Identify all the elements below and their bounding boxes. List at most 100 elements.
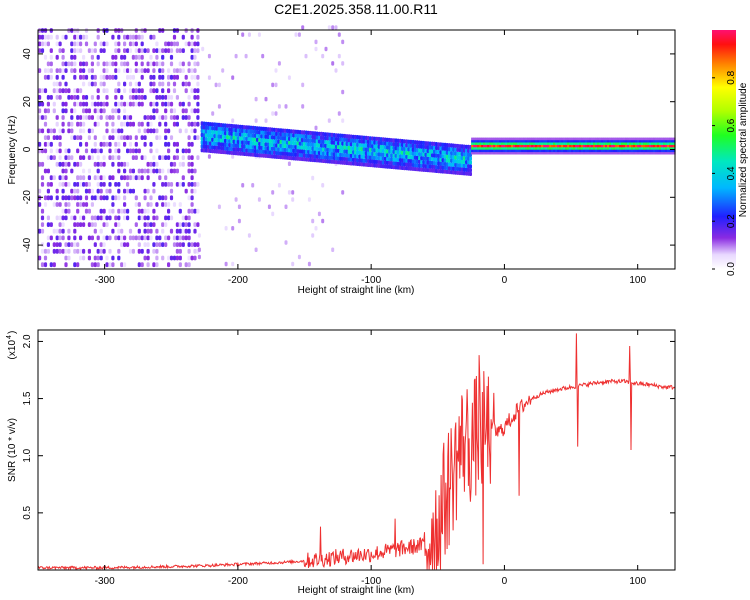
spectrogram-cell <box>236 147 240 152</box>
spectrogram-cell <box>108 182 112 187</box>
spectrogram-cell <box>287 75 291 80</box>
spectrogram-cell <box>102 161 106 167</box>
spectrogram-cell <box>437 142 441 147</box>
spectrogram-cell <box>375 163 379 168</box>
spectrogram-cell <box>294 133 298 138</box>
spectrogram-cell <box>234 53 238 59</box>
spectrogram-cell <box>134 81 138 87</box>
spectrogram-cell <box>433 153 436 158</box>
spectrogram-cell <box>330 136 334 141</box>
spectrogram-cell <box>591 142 594 145</box>
spectrogram-cell <box>328 151 332 156</box>
spectrogram-cell <box>358 142 362 148</box>
spectrogram-cell <box>551 147 554 150</box>
spectrogram-cell <box>214 82 218 88</box>
spectrogram-cell <box>58 182 62 187</box>
spectrogram-cell <box>84 182 89 187</box>
spectrogram-cell <box>152 101 156 107</box>
spectrogram-cell <box>515 151 518 155</box>
spectrogram-cell <box>473 142 476 145</box>
spectrogram-cell <box>313 146 317 151</box>
spectrogram-cell <box>247 233 251 238</box>
spectrogram-cell <box>386 153 389 158</box>
spectrogram-cell <box>337 141 340 146</box>
spectrogram-cell <box>277 135 281 140</box>
spectrogram-y-tick-label: -20 <box>22 190 33 205</box>
spectrogram-cell <box>322 151 325 156</box>
spectrogram-cell <box>394 142 398 147</box>
spectrogram-cell <box>52 262 56 268</box>
spectrogram-cell <box>591 144 594 148</box>
spectrogram-cell <box>663 139 666 143</box>
spectrogram-cell <box>224 138 227 143</box>
spectrogram-cell <box>298 152 302 158</box>
spectrogram-cell <box>493 149 496 153</box>
spectrogram-cell <box>313 158 317 163</box>
spectrogram-cell <box>200 140 204 145</box>
spectrogram-cell <box>445 162 449 167</box>
spectrogram-cell <box>471 137 474 141</box>
spectrogram-cell <box>669 149 672 153</box>
spectrogram-cell <box>583 149 586 153</box>
spectrogram-cell <box>515 149 518 153</box>
spectrogram-cell <box>76 161 80 167</box>
spectrogram-cell <box>262 149 266 154</box>
spectrogram-cell <box>405 154 409 159</box>
spectrogram-cell <box>82 128 86 134</box>
spectrogram-cell <box>673 149 676 153</box>
spectrogram-cell <box>547 151 550 155</box>
spectrogram-cell <box>465 148 468 153</box>
spectrogram-cell <box>651 151 654 155</box>
spectrogram-cell <box>49 222 53 227</box>
spectrogram-cell <box>309 146 313 151</box>
spectrogram-cell <box>234 197 238 202</box>
spectrogram-cell <box>99 255 103 261</box>
spectrogram-cell <box>311 233 315 238</box>
spectrogram-cell <box>302 134 306 139</box>
spectrogram-cell <box>541 151 544 155</box>
spectrogram-cell <box>123 135 127 140</box>
spectrogram-cell <box>143 215 147 221</box>
spectrogram-cell <box>354 142 357 147</box>
snr-y-tick-label: 1.5 <box>22 391 33 405</box>
spectrogram-cell <box>108 248 112 254</box>
spectrogram-cell <box>577 139 580 143</box>
spectrogram-y-tick-label: -40 <box>22 237 33 252</box>
spectrogram-cell <box>149 195 153 201</box>
spectrogram-cell <box>117 108 121 114</box>
spectrogram-cell <box>167 74 171 80</box>
spectrogram-cell <box>46 188 50 194</box>
spectrogram-cell <box>58 228 62 234</box>
spectrogram-cell <box>337 156 340 161</box>
spectrogram-cell <box>493 144 496 148</box>
spectrogram-cell <box>193 68 197 73</box>
spectrogram-cell <box>341 190 345 195</box>
spectrogram-cell <box>38 228 42 234</box>
spectrogram-cell <box>108 215 112 221</box>
spectrogram-cell <box>601 151 604 155</box>
spectrogram-cell <box>296 129 300 134</box>
spectrogram-cell <box>169 182 174 187</box>
spectrogram-cell <box>38 88 42 94</box>
spectrogram-cell <box>219 149 223 154</box>
spectrogram-cell <box>55 195 59 201</box>
spectrogram-cell <box>58 202 62 207</box>
spectrogram-cell <box>603 139 606 143</box>
spectrogram-cell <box>131 41 135 47</box>
spectrogram-cell <box>621 137 624 141</box>
spectrogram-cell <box>169 168 174 174</box>
spectrogram-cell <box>99 228 103 234</box>
spectrogram-cell <box>467 156 470 161</box>
spectrogram-cell <box>82 61 86 67</box>
spectrogram-cell <box>607 149 610 153</box>
spectrogram-cell <box>90 48 94 53</box>
spectrogram-cell <box>575 149 578 153</box>
spectrogram-cell <box>158 155 162 160</box>
spectrogram-cell <box>290 144 293 149</box>
spectrogram-cell <box>164 235 168 241</box>
spectrogram-cell <box>108 208 112 214</box>
spectrogram-cell <box>155 235 159 241</box>
spectrogram-cell <box>430 141 434 146</box>
spectrogram-cell <box>140 88 144 94</box>
spectrogram-cell <box>597 147 600 150</box>
